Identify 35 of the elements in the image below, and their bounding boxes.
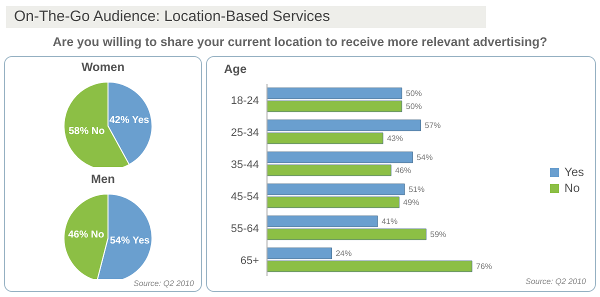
data-label: 57% bbox=[424, 120, 441, 130]
data-label: 50% bbox=[406, 88, 422, 98]
source-note: Source: Q2 2010 bbox=[132, 279, 195, 288]
data-label: 58% bbox=[68, 126, 89, 137]
data-label: 76% bbox=[476, 262, 492, 271]
y-tick-label: 18-24 bbox=[230, 94, 259, 107]
data-label: 46% bbox=[68, 230, 88, 241]
y-axis-title: Age bbox=[224, 62, 247, 76]
y-tick-label: 25-34 bbox=[230, 126, 259, 139]
legend-label: No bbox=[564, 180, 580, 196]
data-label: 54% bbox=[110, 235, 130, 246]
y-tick-label: 45-54 bbox=[230, 190, 259, 203]
y-tick-label: 35-44 bbox=[230, 158, 259, 171]
slice-label: Yes bbox=[132, 235, 150, 246]
data-label: 24% bbox=[336, 248, 352, 258]
text: Are you willing to share your current location to receive more relevant advertising? bbox=[52, 35, 548, 49]
source-note: Source: Q2 2010 bbox=[526, 277, 586, 286]
data-label: 59% bbox=[430, 230, 446, 239]
slice-label: No bbox=[91, 126, 105, 137]
data-label: 54% bbox=[416, 152, 433, 162]
y-tick-label: 65+ bbox=[240, 254, 259, 267]
y-tick-label: 55-64 bbox=[230, 222, 259, 235]
data-label: 50% bbox=[406, 102, 422, 111]
data-label: 43% bbox=[387, 134, 404, 143]
data-label: 46% bbox=[395, 166, 412, 175]
data-label: 51% bbox=[408, 184, 425, 194]
chart-title: Men bbox=[90, 172, 116, 187]
chart-title: Women bbox=[80, 60, 126, 75]
slice-label: No bbox=[90, 230, 104, 241]
data-label: 49% bbox=[403, 198, 420, 207]
slice-label: Yes bbox=[132, 115, 150, 126]
data-label: 41% bbox=[382, 216, 398, 226]
legend-label: Yes bbox=[564, 164, 584, 180]
text: On-The-Go Audience: Location-Based Services bbox=[14, 8, 330, 25]
data-label: 42% bbox=[109, 115, 130, 126]
